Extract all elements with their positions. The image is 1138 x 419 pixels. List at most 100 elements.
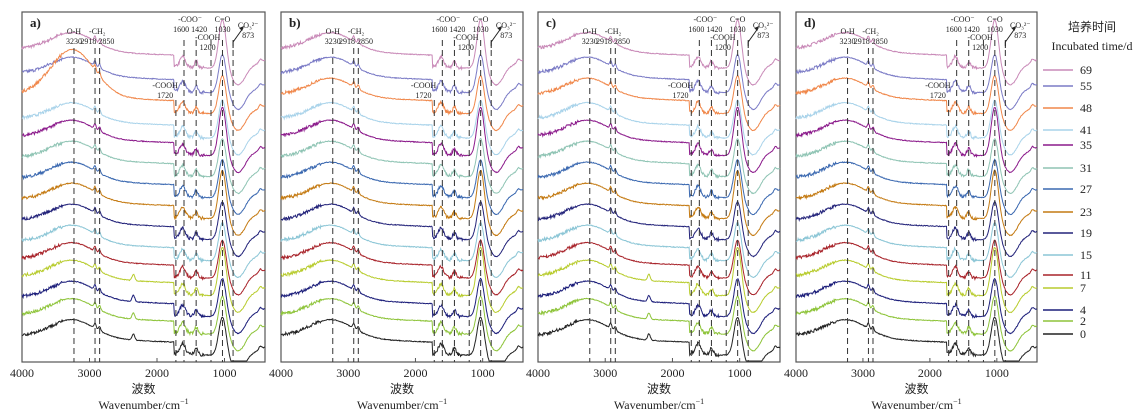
series-line-19d: [21, 201, 265, 258]
plot-frame: [537, 11, 781, 363]
legend: 培养时间 Incubated time/d 695548413531272319…: [1043, 19, 1132, 341]
annotation-co3-value: 873: [500, 31, 512, 40]
annotation-co3-value: 873: [242, 31, 254, 40]
x-tick-label: 1000: [213, 366, 237, 380]
plot-frame: [21, 11, 266, 363]
legend-item-23: 23: [1043, 205, 1092, 219]
series-line-15d: [21, 222, 266, 279]
series-line-15d: [537, 221, 781, 279]
series-line-11d: [795, 239, 1038, 296]
legend-item-4: 4: [1043, 303, 1086, 317]
series-line-23d: [537, 169, 781, 237]
series-line-23d: [280, 169, 524, 237]
series-line-19d: [280, 201, 524, 258]
series-line-31d: [795, 138, 1038, 195]
series-line-41d: [280, 99, 524, 156]
annotation-oh-value: 3230: [840, 37, 856, 46]
legend-label: 0: [1080, 327, 1086, 341]
x-axis-label-sup: −1: [180, 397, 189, 406]
series-line-31d: [21, 138, 266, 195]
x-axis-label-cn: 波数: [647, 381, 671, 396]
annotation-ch2-label: -CH₂: [348, 27, 365, 36]
annotation-cooh1720-value: 1720: [416, 91, 432, 100]
x-axis-label-en: Wavenumber/cm−1: [357, 397, 447, 412]
legend-item-27: 27: [1043, 182, 1092, 196]
series-line-41d: [21, 99, 266, 156]
x-tick-label: 2000: [918, 366, 942, 380]
series-line-7d: [21, 246, 266, 313]
annotation-cooh1720-value: 1720: [673, 91, 689, 100]
annotation-co-value: 1030: [214, 25, 230, 34]
annotation-ch2-value: 2918 2850: [854, 37, 888, 46]
annotation-coo-value: 1600 1420: [173, 25, 207, 34]
annotation-cooh1200-label: -COOH: [967, 33, 993, 42]
legend-item-69: 69: [1043, 63, 1092, 77]
x-axis-label-text: Wavenumber/cm: [98, 398, 180, 412]
annotation-co-label: C=O: [987, 15, 1003, 24]
series-line-31d: [280, 137, 524, 194]
annotation-ch2-value: 2918 2850: [80, 37, 114, 46]
series-line-23d: [795, 169, 1038, 237]
x-tick-label: 3000: [336, 366, 360, 380]
annotation-ch2-value: 2918 2850: [339, 37, 373, 46]
series-line-55d: [22, 54, 265, 111]
series-line-55d: [537, 54, 780, 111]
plot-frame: [795, 11, 1038, 363]
annotation-co-value: 1030: [987, 25, 1003, 34]
legend-item-0: 0: [1043, 327, 1086, 341]
annotation-co3-value: 873: [757, 31, 769, 40]
annotation-coo-label: -COO⁻: [951, 15, 975, 24]
annotation-co3-label: CO₃²⁻: [1010, 21, 1031, 30]
plot-frame: [280, 11, 524, 363]
x-tick-label: 2000: [403, 366, 427, 380]
series-line-27d: [21, 159, 265, 216]
series-line-31d: [537, 138, 781, 195]
x-tick-label: 2000: [660, 366, 684, 380]
annotation-coo-value: 1600 1420: [431, 25, 465, 34]
annotation-ch2-value: 2918 2850: [596, 37, 630, 46]
annotation-cooh1720-label: -COOH: [411, 81, 437, 90]
annotation-cooh1720-label: -COOH: [152, 81, 178, 90]
annotation-coo-value: 1600 1420: [946, 25, 980, 34]
series-line-23d: [21, 169, 266, 236]
annotation-cooh1720-label: -COOH: [668, 81, 694, 90]
x-tick-label: 2000: [145, 366, 169, 380]
annotation-cooh1200-value: 1200: [715, 43, 731, 52]
series-line-27d: [537, 159, 781, 216]
series-line-4d: [796, 277, 1038, 335]
annotation-cooh1200-value: 1200: [458, 43, 474, 52]
x-tick-label: 3000: [593, 366, 617, 380]
series-line-11d: [537, 239, 781, 296]
series-line-15d: [795, 222, 1038, 279]
co3-arrow-icon: [1004, 27, 1016, 48]
legend-item-15: 15: [1043, 248, 1092, 262]
series-line-41d: [795, 99, 1038, 156]
annotation-oh-value: 3230: [66, 37, 82, 46]
panel-letter: c): [546, 15, 556, 30]
x-axis-label-cn: 波数: [904, 381, 928, 396]
arrowhead-icon: [754, 26, 760, 31]
annotation-oh-value: 3230: [582, 37, 598, 46]
x-axis-label-cn: 波数: [131, 381, 155, 396]
series-line-69d: [795, 18, 1038, 86]
legend-label: 31: [1080, 161, 1092, 175]
annotation-ch2-label: -CH₂: [862, 27, 879, 36]
series-line-35d: [795, 107, 1038, 174]
annotation-co3-label: CO₃²⁻: [238, 21, 259, 30]
series-line-35d: [21, 106, 266, 174]
x-axis-label-sup: −1: [696, 397, 705, 406]
series-line-4d: [280, 277, 523, 335]
annotation-co3-label: CO₃²⁻: [753, 21, 774, 30]
x-axis-label-cn: 波数: [390, 381, 414, 396]
annotation-oh-label: O-H: [326, 27, 340, 36]
legend-title-en: Incubated time/d: [1052, 39, 1133, 53]
x-tick-label: 3000: [78, 366, 102, 380]
x-axis-label-sup: −1: [953, 397, 962, 406]
annotation-cooh1200-value: 1200: [200, 43, 216, 52]
series-line-69d: [280, 19, 524, 86]
annotation-cooh1720-label: -COOH: [925, 81, 951, 90]
arrowhead-icon: [497, 26, 503, 31]
